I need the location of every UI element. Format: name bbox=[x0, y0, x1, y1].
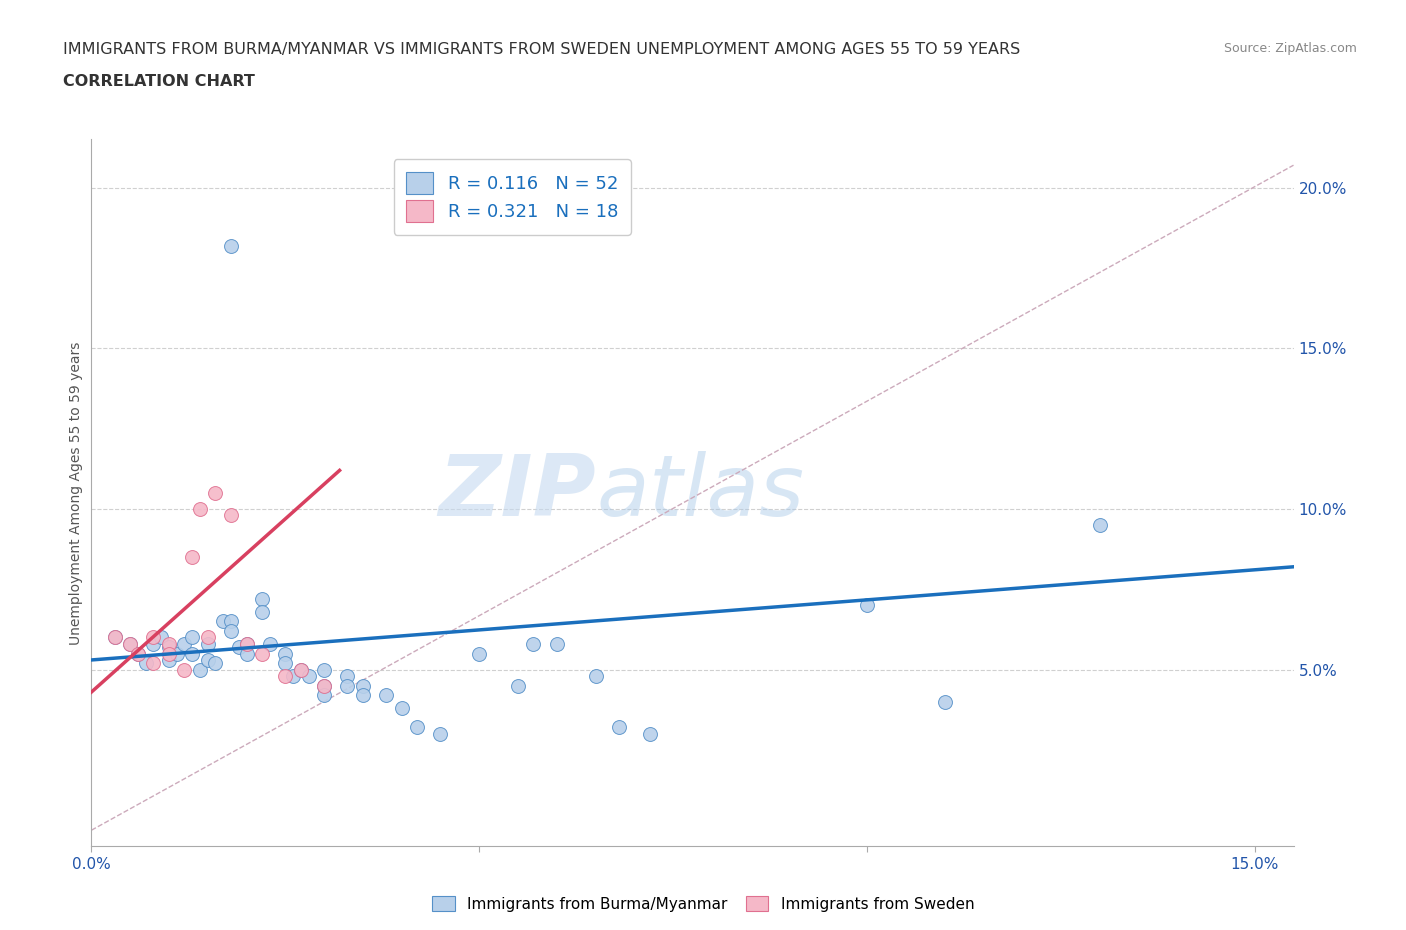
Point bbox=[391, 700, 413, 715]
Point bbox=[259, 636, 281, 651]
Point bbox=[181, 550, 204, 565]
Point bbox=[219, 508, 242, 523]
Point bbox=[607, 720, 630, 735]
Point bbox=[204, 485, 226, 500]
Point bbox=[197, 636, 219, 651]
Point bbox=[120, 636, 142, 651]
Point bbox=[250, 604, 273, 619]
Point bbox=[312, 688, 335, 703]
Point bbox=[312, 678, 335, 693]
Point bbox=[274, 646, 297, 661]
Point bbox=[104, 630, 127, 644]
Point bbox=[375, 688, 398, 703]
Point bbox=[250, 591, 273, 606]
Point bbox=[336, 678, 359, 693]
Point bbox=[142, 636, 165, 651]
Point bbox=[934, 695, 956, 710]
Point bbox=[181, 646, 204, 661]
Point bbox=[406, 720, 429, 735]
Point bbox=[173, 636, 195, 651]
Point bbox=[235, 636, 257, 651]
Point bbox=[638, 726, 661, 741]
Point bbox=[856, 598, 879, 613]
Legend: Immigrants from Burma/Myanmar, Immigrants from Sweden: Immigrants from Burma/Myanmar, Immigrant… bbox=[426, 889, 980, 918]
Point bbox=[219, 614, 242, 629]
Point bbox=[281, 669, 304, 684]
Point bbox=[352, 678, 374, 693]
Point bbox=[468, 646, 491, 661]
Text: Source: ZipAtlas.com: Source: ZipAtlas.com bbox=[1223, 42, 1357, 55]
Point bbox=[166, 646, 188, 661]
Point bbox=[142, 656, 165, 671]
Point bbox=[135, 656, 157, 671]
Point bbox=[157, 653, 180, 668]
Point bbox=[522, 636, 544, 651]
Point bbox=[546, 636, 568, 651]
Point bbox=[312, 662, 335, 677]
Point bbox=[104, 630, 127, 644]
Point bbox=[297, 669, 319, 684]
Point bbox=[197, 630, 219, 644]
Point bbox=[157, 640, 180, 655]
Point bbox=[157, 636, 180, 651]
Point bbox=[120, 636, 142, 651]
Point bbox=[290, 662, 312, 677]
Text: IMMIGRANTS FROM BURMA/MYANMAR VS IMMIGRANTS FROM SWEDEN UNEMPLOYMENT AMONG AGES : IMMIGRANTS FROM BURMA/MYANMAR VS IMMIGRA… bbox=[63, 42, 1021, 57]
Point bbox=[219, 624, 242, 639]
Point bbox=[181, 630, 204, 644]
Point bbox=[352, 688, 374, 703]
Point bbox=[197, 653, 219, 668]
Point bbox=[188, 662, 211, 677]
Point bbox=[274, 669, 297, 684]
Point bbox=[235, 636, 257, 651]
Point bbox=[290, 662, 312, 677]
Point bbox=[219, 238, 242, 253]
Point bbox=[429, 726, 451, 741]
Point bbox=[157, 646, 180, 661]
Text: ZIP: ZIP bbox=[439, 451, 596, 535]
Point bbox=[1088, 518, 1111, 533]
Point bbox=[173, 662, 195, 677]
Point bbox=[336, 669, 359, 684]
Text: atlas: atlas bbox=[596, 451, 804, 535]
Point bbox=[312, 678, 335, 693]
Point bbox=[142, 630, 165, 644]
Point bbox=[127, 646, 149, 661]
Y-axis label: Unemployment Among Ages 55 to 59 years: Unemployment Among Ages 55 to 59 years bbox=[69, 341, 83, 644]
Point bbox=[188, 501, 211, 516]
Point bbox=[228, 640, 250, 655]
Text: CORRELATION CHART: CORRELATION CHART bbox=[63, 74, 254, 89]
Point bbox=[204, 656, 226, 671]
Point bbox=[250, 646, 273, 661]
Point bbox=[235, 646, 257, 661]
Point bbox=[585, 669, 607, 684]
Point bbox=[150, 630, 173, 644]
Point bbox=[212, 614, 235, 629]
Point bbox=[127, 646, 149, 661]
Point bbox=[506, 678, 529, 693]
Point bbox=[274, 656, 297, 671]
Legend: R = 0.116   N = 52, R = 0.321   N = 18: R = 0.116 N = 52, R = 0.321 N = 18 bbox=[394, 159, 631, 234]
